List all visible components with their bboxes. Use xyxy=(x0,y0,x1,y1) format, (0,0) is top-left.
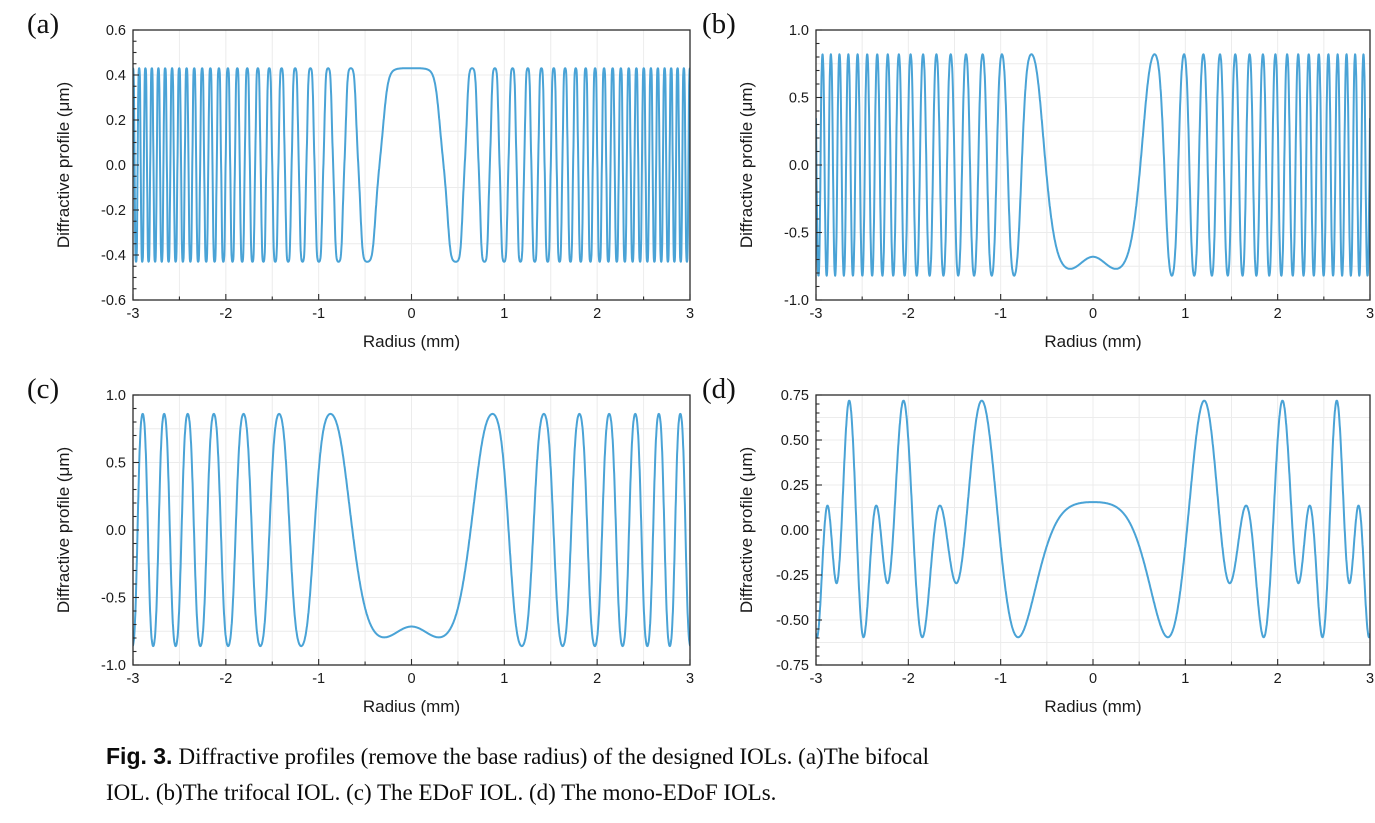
chart-panel-c: -3 -2 -1 0 1 2 3 1.0 0.5 0.0 -0.5 -1.0 Radius (mm) Di… xyxy=(54,388,694,716)
profile-curve-c xyxy=(133,412,690,648)
y-axis-title-b: Diffractive profile (μm) xyxy=(737,82,756,248)
x-tick-label: 1 xyxy=(500,306,508,322)
figure-caption: Fig. 3. Diffractive profiles (remove the … xyxy=(106,738,1166,811)
ticks-d xyxy=(815,394,1371,666)
panel-label-c: (c) xyxy=(27,373,60,405)
x-tick-label: 1 xyxy=(1181,306,1189,322)
y-tick-label: 0.25 xyxy=(781,478,809,494)
y-tick-label: 1.0 xyxy=(106,388,126,404)
y-tick-label: 0.00 xyxy=(781,523,809,539)
caption-line2: IOL. (b)The trifocal IOL. (c) The EDoF I… xyxy=(106,780,777,805)
y-tick-label: -0.50 xyxy=(776,613,809,629)
y-tick-label: 0.0 xyxy=(106,523,126,539)
ticks-a xyxy=(132,29,691,301)
chart-panel-d: -3 -2 -1 0 1 2 3 0.75 0.50 0.25 0.00 -0.25 -0.50 -0.7… xyxy=(737,388,1374,716)
y-axis-title-d: Diffractive profile (μm) xyxy=(737,447,756,613)
x-tick-label: -2 xyxy=(219,306,232,322)
x-tick-label: 0 xyxy=(407,306,415,322)
x-tick-label: 1 xyxy=(1181,671,1189,687)
tick-labels-a: -3 -2 -1 0 1 2 3 0.6 0.4 0.2 0.0 -0.2 -0.4 -0.6 xyxy=(101,23,694,322)
x-tick-label: -3 xyxy=(810,671,823,687)
caption-fig-label: Fig. 3. xyxy=(106,743,173,769)
panel-label-a: (a) xyxy=(27,8,60,40)
x-tick-label: -3 xyxy=(810,306,823,322)
y-tick-label: 1.0 xyxy=(789,23,809,39)
y-tick-label: -0.4 xyxy=(101,248,126,264)
y-tick-label: 0.50 xyxy=(781,433,809,449)
caption-line1: Diffractive profiles (remove the base ra… xyxy=(178,744,930,769)
x-tick-label: -1 xyxy=(994,671,1007,687)
y-tick-label: 0.5 xyxy=(106,456,126,472)
x-tick-label: 0 xyxy=(407,671,415,687)
x-axis-title-b: Radius (mm) xyxy=(1044,332,1141,351)
y-tick-label: 0.75 xyxy=(781,388,809,404)
y-tick-label: -0.5 xyxy=(101,591,126,607)
ticks-b xyxy=(815,29,1371,301)
tick-labels-c: -3 -2 -1 0 1 2 3 1.0 0.5 0.0 -0.5 -1.0 xyxy=(101,388,694,687)
profile-curve-d xyxy=(816,399,1370,639)
tick-labels-d: -3 -2 -1 0 1 2 3 0.75 0.50 0.25 0.00 -0.25 -0.50 -0.7… xyxy=(776,388,1374,687)
x-tick-label: 2 xyxy=(1274,306,1282,322)
y-tick-label: 0.0 xyxy=(106,158,126,174)
x-tick-label: 0 xyxy=(1089,306,1097,322)
y-tick-label: 0.2 xyxy=(106,113,126,129)
y-tick-label: 0.5 xyxy=(789,91,809,107)
x-tick-label: -2 xyxy=(902,306,915,322)
profile-curve-b xyxy=(816,53,1370,277)
y-tick-label: 0.4 xyxy=(106,68,126,84)
y-tick-label: -1.0 xyxy=(784,293,809,309)
x-tick-label: -1 xyxy=(312,671,325,687)
y-axis-title-c: Diffractive profile (μm) xyxy=(54,447,73,613)
x-axis-title-a: Radius (mm) xyxy=(363,332,460,351)
y-tick-label: 0.6 xyxy=(106,23,126,39)
x-tick-label: 2 xyxy=(1274,671,1282,687)
ticks-c xyxy=(132,394,691,666)
x-axis-title-d: Radius (mm) xyxy=(1044,697,1141,716)
y-axis-title-a: Diffractive profile (μm) xyxy=(54,82,73,248)
tick-labels-b: -3 -2 -1 0 1 2 3 1.0 0.5 0.0 -0.5 -1.0 xyxy=(784,23,1374,322)
y-tick-label: -0.2 xyxy=(101,203,126,219)
y-tick-label: -0.75 xyxy=(776,658,809,674)
x-tick-label: 0 xyxy=(1089,671,1097,687)
x-tick-label: -1 xyxy=(994,306,1007,322)
y-tick-label: -0.5 xyxy=(784,226,809,242)
y-tick-label: -0.25 xyxy=(776,568,809,584)
x-tick-label: 2 xyxy=(593,671,601,687)
panel-label-b: (b) xyxy=(702,8,736,40)
x-tick-label: 3 xyxy=(686,671,694,687)
grid-c xyxy=(133,395,690,665)
profile-curve-a xyxy=(133,67,690,263)
x-tick-label: 2 xyxy=(593,306,601,322)
x-tick-label: -3 xyxy=(127,671,140,687)
x-tick-label: -2 xyxy=(219,671,232,687)
x-tick-label: 1 xyxy=(500,671,508,687)
chart-panel-a: -3 -2 -1 0 1 2 3 0.6 0.4 0.2 0.0 -0.2 -0.4 -0.6 Radius… xyxy=(54,23,694,351)
x-tick-label: 3 xyxy=(686,306,694,322)
x-tick-label: -3 xyxy=(127,306,140,322)
x-axis-title-c: Radius (mm) xyxy=(363,697,460,716)
y-tick-label: -0.6 xyxy=(101,293,126,309)
chart-panel-b: -3 -2 -1 0 1 2 3 1.0 0.5 0.0 -0.5 -1.0 Radius (mm) Di… xyxy=(737,23,1374,351)
x-tick-label: -2 xyxy=(902,671,915,687)
x-tick-label: 3 xyxy=(1366,671,1374,687)
y-tick-label: 0.0 xyxy=(789,158,809,174)
panel-label-d: (d) xyxy=(702,373,736,405)
x-tick-label: -1 xyxy=(312,306,325,322)
x-tick-label: 3 xyxy=(1366,306,1374,322)
y-tick-label: -1.0 xyxy=(101,658,126,674)
